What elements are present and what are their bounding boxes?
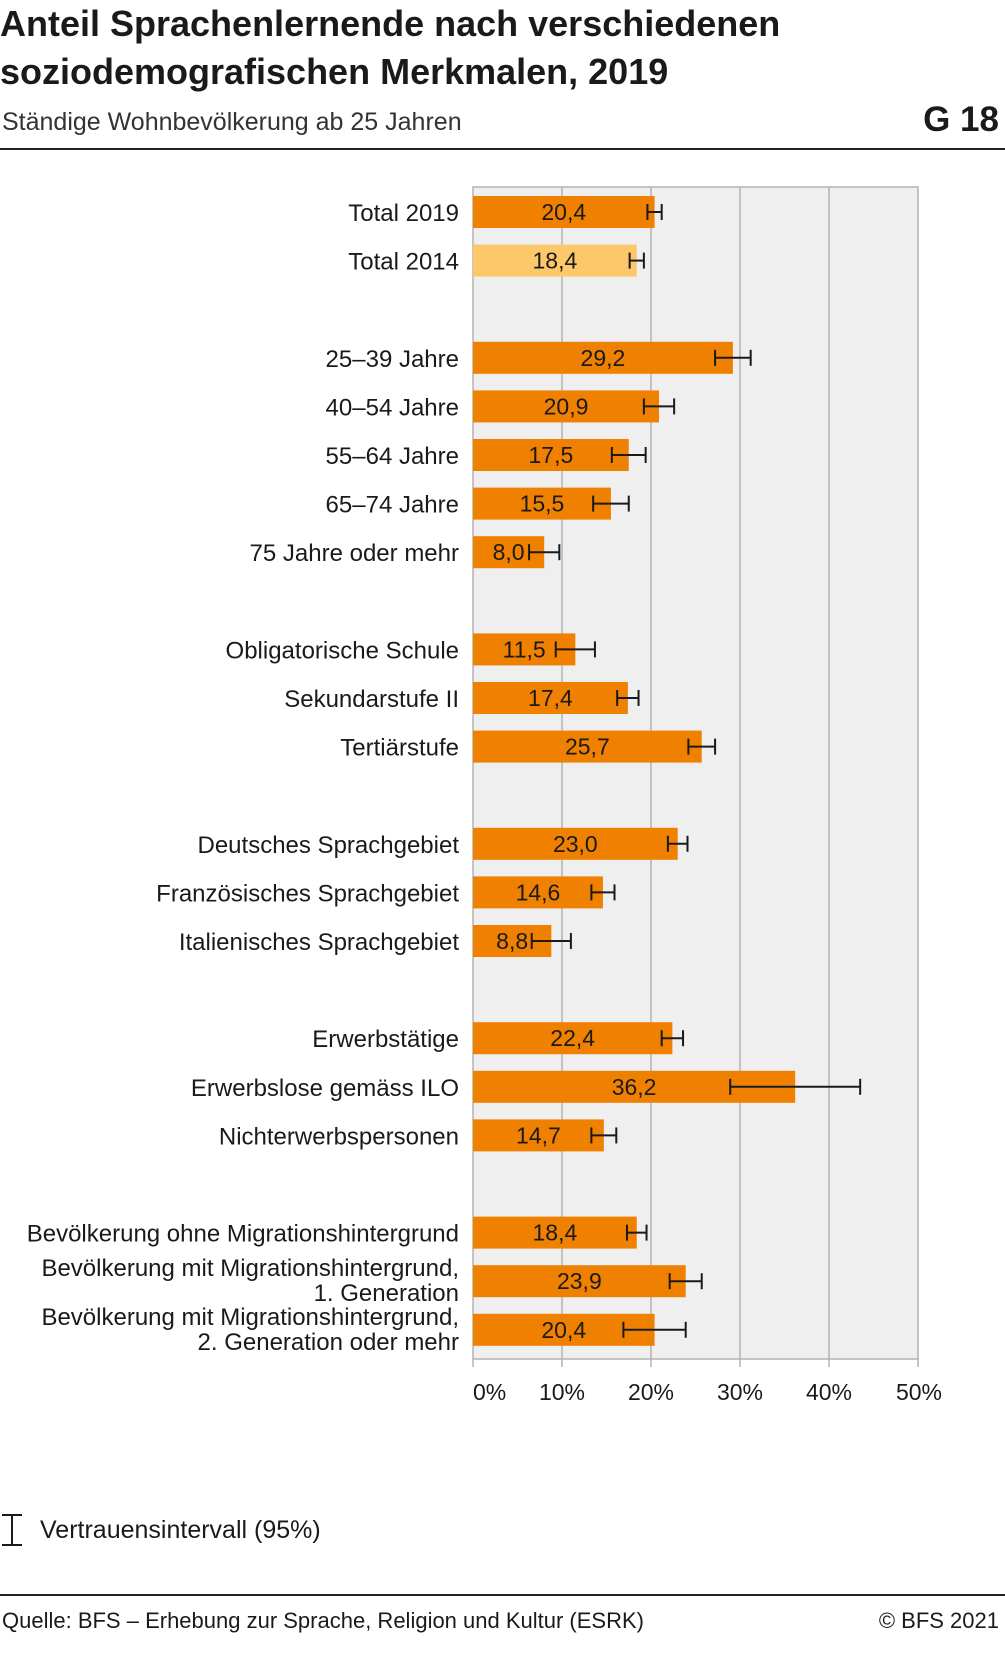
data-label: 17,5 <box>528 442 573 468</box>
data-label: 18,4 <box>532 1220 577 1246</box>
category-label: 2. Generation oder mehr <box>198 1329 459 1356</box>
bar <box>473 1022 673 1055</box>
bar <box>473 390 660 423</box>
bar <box>473 341 733 374</box>
data-label: 8,0 <box>493 539 525 565</box>
bar <box>473 1216 637 1249</box>
category-label: 40–54 Jahre <box>326 394 459 421</box>
category-label: 55–64 Jahre <box>326 443 459 470</box>
plot-area <box>472 186 919 1360</box>
bar <box>473 196 655 228</box>
category-label: 65–74 Jahre <box>326 492 459 519</box>
bar <box>473 730 702 763</box>
bar <box>473 244 637 277</box>
bar <box>473 827 678 860</box>
bar-chart: 0% 10% 20% 30% 40% 50% 20,4 Total 2019 18,4 Total… <box>27 186 942 1405</box>
data-label: 20,4 <box>541 1317 586 1343</box>
category-label: Tertiärstufe <box>340 735 459 762</box>
chart-title: Anteil Sprachenlernende nach verschieden… <box>0 3 781 92</box>
data-label: 18,4 <box>532 248 577 274</box>
data-label: 8,8 <box>496 928 528 954</box>
category-label: Deutsches Sprachgebiet <box>198 832 460 859</box>
error-bar-icon <box>2 1514 22 1546</box>
category-label: Total 2019 <box>348 200 459 227</box>
data-label: 20,9 <box>544 393 589 419</box>
chart-subtitle: Ständige Wohnbevölkerung ab 25 Jahren <box>2 108 462 136</box>
bar <box>473 1265 686 1298</box>
category-label: Total 2014 <box>348 249 459 276</box>
data-label: 29,2 <box>581 345 626 371</box>
category-label: Bevölkerung mit Migrationshintergrund, <box>41 1304 459 1331</box>
category-label: Französisches Sprachgebiet <box>156 880 459 907</box>
source-note: Quelle: BFS – Erhebung zur Sprache, Reli… <box>2 1608 644 1633</box>
data-label: 22,4 <box>550 1025 595 1051</box>
category-label: Bevölkerung ohne Migrationshintergrund <box>27 1221 459 1248</box>
x-tick-label: 50% <box>896 1379 942 1405</box>
data-label: 20,4 <box>541 199 586 225</box>
data-label: 11,5 <box>503 636 546 662</box>
category-label: Bevölkerung mit Migrationshintergrund, <box>41 1255 459 1282</box>
category-label: Sekundarstufe II <box>284 686 459 713</box>
bar <box>473 876 603 909</box>
bar <box>473 439 629 471</box>
data-label: 25,7 <box>565 734 610 760</box>
x-tick-label: 20% <box>628 1379 674 1405</box>
legend-label: Vertrauensintervall (95%) <box>40 1515 321 1544</box>
data-label: 23,0 <box>553 831 598 857</box>
category-label: Erwerbstätige <box>312 1026 459 1053</box>
legend: Vertrauensintervall (95%) <box>0 1510 321 1550</box>
data-label: 36,2 <box>612 1074 657 1100</box>
bar <box>473 1119 604 1152</box>
chart-code: G 18 <box>923 100 999 139</box>
bar <box>473 487 611 520</box>
category-label: Erwerbslose gemäss ILO <box>191 1075 459 1102</box>
category-label: 75 Jahre oder mehr <box>250 540 459 567</box>
footer-rule <box>0 1594 1005 1596</box>
x-tick-label: 0% <box>473 1379 506 1405</box>
category-label: Obligatorische Schule <box>226 637 459 664</box>
category-label: Italienisches Sprachgebiet <box>179 929 460 956</box>
category-label: 25–39 Jahre <box>326 346 459 373</box>
copyright: © BFS 2021 <box>878 1608 999 1633</box>
header-rule <box>0 148 1005 150</box>
data-label: 15,5 <box>520 491 565 517</box>
data-label: 17,4 <box>528 685 573 711</box>
x-tick-label: 30% <box>717 1379 763 1405</box>
x-tick-label: 40% <box>806 1379 852 1405</box>
category-label: Nichterwerbspersonen <box>219 1123 459 1150</box>
data-label: 14,7 <box>516 1122 561 1148</box>
bar <box>473 682 628 714</box>
x-tick-label: 10% <box>539 1379 585 1405</box>
data-label: 14,6 <box>516 879 561 905</box>
category-label: 1. Generation <box>314 1280 459 1307</box>
data-label: 23,9 <box>557 1268 602 1294</box>
